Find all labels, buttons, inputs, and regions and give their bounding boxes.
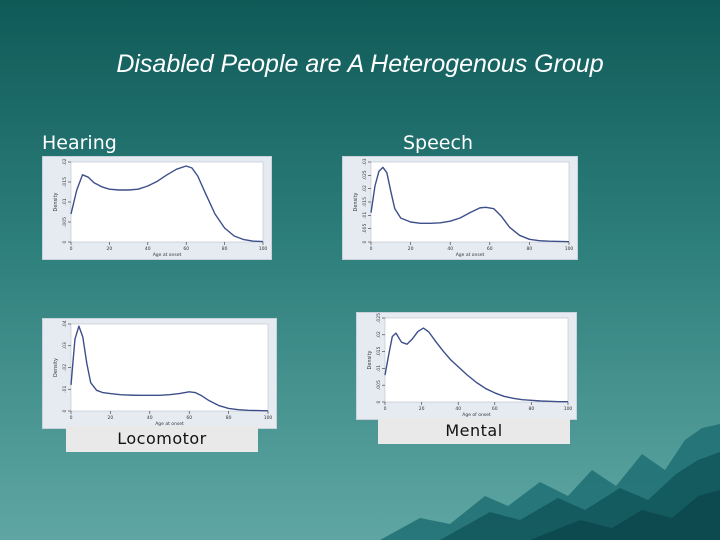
y-tick-label: .02 [362,185,368,192]
density-chart-locomotor: 0 .01 .02 .03 .04 Density 0 20 40 60 80 100 Age at o… [53,320,273,427]
y-tick-label: .005 [376,380,382,390]
y-tick-label: .01 [376,365,382,372]
plot-area [370,161,570,243]
y-tick-label: .025 [376,313,382,323]
y-tick-label: .015 [362,197,368,207]
x-axis-label: Age at onset [456,252,485,258]
density-curve [370,166,570,243]
y-tick-label: 0 [62,240,68,243]
x-tick-label: 60 [186,415,192,421]
x-tick-label: 100 [564,406,573,412]
y-tick-label: .015 [376,346,382,356]
x-axis-label: Age at onset [153,252,182,258]
y-tick-label: .01 [62,386,68,393]
y-tick-label: .02 [62,158,68,165]
x-tick-label: 60 [487,246,493,252]
y-tick-label: .04 [62,320,68,327]
x-axis-label: Age at onset [155,421,184,427]
x-tick-label: 100 [565,246,574,252]
x-tick-label: 100 [264,415,273,421]
x-tick-label: 0 [370,246,373,252]
y-tick-label: .02 [376,331,382,338]
density-curve [70,165,264,243]
x-tick-label: 80 [527,246,533,252]
y-axis-label: Density [53,358,59,377]
x-tick-label: 80 [226,415,232,421]
density-curve [70,325,269,412]
chart-label-speech: Speech [403,132,473,154]
slide-title: Disabled People are A Heterogenous Group [116,50,604,78]
y-tick-label: .03 [362,158,368,165]
plot-area [70,323,269,412]
y-tick-label: .005 [62,217,68,227]
x-tick-label: 20 [419,406,425,412]
y-tick-label: .01 [62,198,68,205]
x-tick-label: 60 [183,246,189,252]
y-axis-label: Density [367,350,373,369]
y-tick-label: .02 [62,364,68,371]
density-curve [384,327,568,403]
chart-panel-speech: 0 .005 .01 .015 .02 .025 .03 Density 0 20 40 60 80 10… [342,156,578,260]
mountain-decoration [380,424,720,540]
chart-panel-hearing: 0 .005 .01 .015 .02 Density 0 20 40 60 80 100 Age at… [42,156,272,260]
y-axis-label: Density [53,192,59,211]
x-tick-label: 20 [408,246,414,252]
x-tick-label: 100 [259,246,268,252]
y-axis-label: Density [353,192,359,211]
density-chart-mental: 0 .005 .01 .015 .02 .025 Density 0 20 40 60 80 100 Ag… [367,313,573,418]
chart-panel-locomotor: 0 .01 .02 .03 .04 Density 0 20 40 60 80 100 Age at o… [42,318,277,429]
y-tick-label: .015 [62,177,68,187]
y-tick-label: 0 [62,409,68,412]
x-tick-label: 0 [70,246,73,252]
x-tick-label: 40 [455,406,461,412]
density-chart-speech: 0 .005 .01 .015 .02 .025 .03 Density 0 20 40 60 80 10… [353,158,574,258]
x-tick-label: 80 [222,246,228,252]
x-tick-label: 0 [384,406,387,412]
chart-panel-mental: 0 .005 .01 .015 .02 .025 Density 0 20 40 60 80 100 Ag… [356,312,577,420]
y-tick-label: .025 [362,170,368,180]
plot-area [384,317,569,403]
x-tick-label: 20 [108,415,114,421]
x-tick-label: 20 [107,246,113,252]
x-tick-label: 60 [492,406,498,412]
chart-label-mental: Mental [378,418,570,444]
chart-label-hearing: Hearing [42,132,117,154]
y-tick-label: .01 [362,212,368,219]
x-tick-label: 80 [529,406,535,412]
x-tick-label: 40 [447,246,453,252]
x-axis-label: Age of onset [462,412,491,418]
x-tick-label: 40 [147,415,153,421]
y-tick-label: 0 [362,240,368,243]
y-tick-label: .03 [62,342,68,349]
y-tick-label: .005 [362,224,368,234]
chart-label-locomotor: Locomotor [66,426,258,452]
x-tick-label: 0 [70,415,73,421]
y-tick-label: 0 [376,400,382,403]
density-chart-hearing: 0 .005 .01 .015 .02 Density 0 20 40 60 80 100 Age at… [53,158,268,258]
x-tick-label: 40 [145,246,151,252]
